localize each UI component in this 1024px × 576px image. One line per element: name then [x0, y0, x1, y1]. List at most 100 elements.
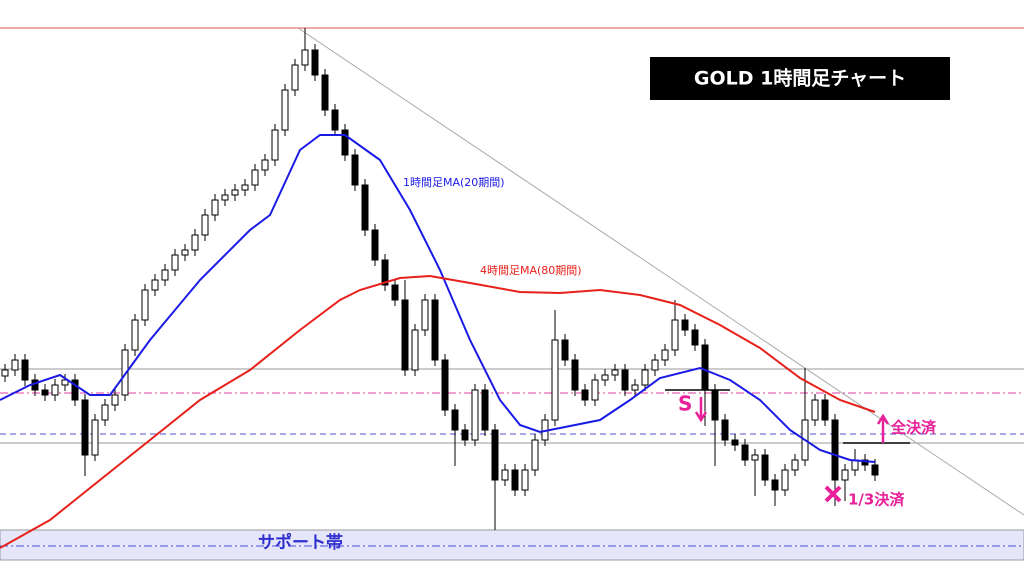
candle-body — [751, 454, 759, 461]
candle-body — [171, 254, 179, 271]
chart-title: GOLD 1時間足チャート — [694, 68, 906, 90]
candle-body — [281, 89, 289, 131]
candle-body — [181, 249, 189, 256]
candle-body — [521, 469, 529, 491]
candle-body — [41, 389, 49, 396]
candle-body — [501, 469, 509, 481]
annotation: S — [678, 392, 692, 416]
candle-body — [91, 419, 99, 456]
candle-body — [231, 189, 239, 196]
candle-body — [491, 429, 499, 481]
candle-body — [871, 464, 879, 476]
candle-body — [101, 404, 109, 421]
candle-body — [421, 299, 429, 331]
candle-body — [641, 369, 649, 386]
candle-body — [631, 384, 639, 391]
candle-body — [451, 409, 459, 431]
candle-body — [311, 49, 319, 76]
candle-body — [621, 369, 629, 391]
candle-body — [431, 299, 439, 361]
candle-body — [401, 299, 409, 371]
candle-body — [791, 459, 799, 471]
candle-body — [821, 399, 829, 421]
candle-body — [251, 169, 259, 186]
candle-body — [51, 384, 59, 396]
chart-background — [0, 27, 1024, 561]
candle-body — [381, 259, 389, 286]
candle-body — [611, 369, 619, 376]
candle-body — [201, 214, 209, 236]
series-label: 1時間足MA(20期間) — [403, 176, 505, 189]
candle-body — [161, 269, 169, 281]
candle-body — [321, 74, 329, 111]
candle-body — [331, 109, 339, 131]
candle-body — [761, 454, 769, 481]
candle-body — [721, 419, 729, 441]
ma-line — [0, 274, 876, 549]
candle-body — [151, 279, 159, 291]
candle-body — [341, 129, 349, 156]
candle-body — [811, 399, 819, 421]
cross-mark — [824, 485, 842, 503]
candle-body — [601, 374, 609, 381]
candle-body — [661, 349, 669, 361]
candle-body — [531, 439, 539, 471]
candle-body — [741, 444, 749, 461]
series-label: 4時間足MA(80期間) — [480, 264, 582, 277]
candle-body — [561, 339, 569, 361]
candle-body — [651, 359, 659, 371]
candle-body — [551, 339, 559, 421]
candle-body — [781, 469, 789, 491]
candle-body — [481, 389, 489, 431]
candle-body — [241, 184, 249, 191]
candle-body — [81, 399, 89, 456]
candle-body — [71, 379, 79, 401]
candle-body — [831, 419, 839, 481]
candle-body — [671, 319, 679, 351]
candle-body — [591, 379, 599, 401]
candle-body — [111, 394, 119, 406]
candle-body — [771, 479, 779, 491]
candle-body — [681, 319, 689, 331]
candle-body — [841, 469, 849, 481]
ma-line — [0, 134, 876, 463]
candle-body — [191, 234, 199, 251]
annotation: 1/3決済 — [848, 491, 905, 509]
candle-body — [291, 64, 299, 91]
candle-body — [691, 329, 699, 346]
candle-body — [261, 159, 269, 171]
candle-body — [271, 129, 279, 161]
candle-body — [351, 154, 359, 186]
candle-body — [441, 359, 449, 411]
sell-arrow — [694, 397, 708, 423]
support-band — [0, 529, 1024, 561]
candle-body — [511, 469, 519, 491]
candle-body — [361, 184, 369, 231]
title-box — [650, 57, 950, 100]
annotation: 全決済 — [891, 419, 937, 437]
candle-body — [701, 344, 709, 391]
candle-body — [61, 379, 69, 386]
candle-body — [301, 49, 309, 66]
exit-arrow — [876, 413, 890, 443]
candle-body — [731, 439, 739, 446]
candle-body — [21, 359, 29, 381]
candle-body — [581, 389, 589, 401]
candle-body — [11, 359, 19, 371]
candle-body — [141, 289, 149, 321]
candle-body — [221, 194, 229, 201]
candle-body — [471, 389, 479, 441]
candle-body — [211, 199, 219, 216]
candle-body — [411, 329, 419, 371]
candle-body — [711, 389, 719, 421]
candle-body — [391, 284, 399, 301]
candle-body — [131, 319, 139, 351]
band-label: サポート帯 — [258, 532, 343, 553]
candle-body — [121, 349, 129, 396]
candle-body — [861, 459, 869, 466]
candle-body — [461, 429, 469, 441]
candle-body — [371, 229, 379, 261]
trendline — [297, 27, 1024, 516]
candle-body — [571, 359, 579, 391]
